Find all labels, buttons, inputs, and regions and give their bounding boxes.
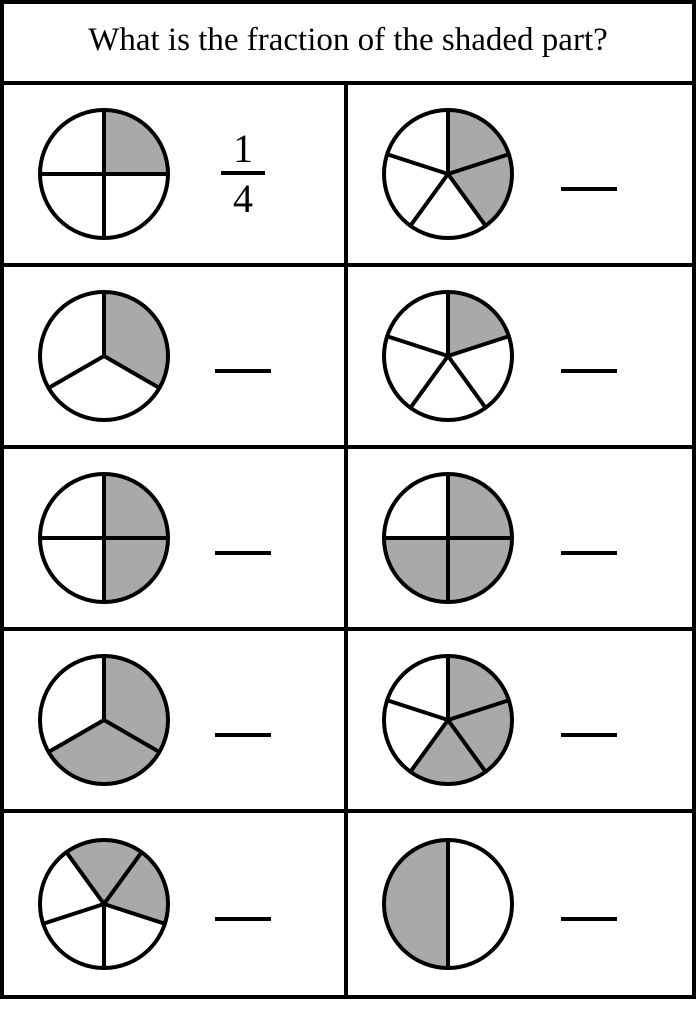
problem-cell (348, 267, 692, 449)
problem-cell (348, 449, 692, 631)
answer-blank[interactable] (561, 369, 617, 373)
answer-blank[interactable] (215, 369, 271, 373)
problem-cell (4, 631, 348, 813)
answer-blank[interactable] (215, 733, 271, 737)
problem-cell (4, 813, 348, 995)
answer-area (516, 339, 662, 373)
answer-area (172, 887, 314, 921)
answer-blank[interactable] (215, 917, 271, 921)
fraction-denominator: 4 (227, 175, 259, 219)
problem-cell (4, 449, 348, 631)
title-row: What is the fraction of the shaded part? (4, 4, 692, 85)
pie-chart (380, 470, 516, 606)
answer-blank[interactable] (215, 551, 271, 555)
answer-area (516, 703, 662, 737)
answer-area (516, 521, 662, 555)
answer-area (172, 521, 314, 555)
fraction-answer: 14 (221, 129, 265, 219)
pie-chart (36, 652, 172, 788)
pie-chart (36, 106, 172, 242)
answer-blank[interactable] (561, 733, 617, 737)
fraction-numerator: 1 (227, 129, 259, 171)
pie-chart (380, 288, 516, 424)
problem-cell (4, 267, 348, 449)
answer-area (516, 887, 662, 921)
answer-area: 14 (172, 129, 314, 219)
problem-grid: 14 (4, 85, 692, 995)
problem-cell (348, 85, 692, 267)
pie-chart (36, 836, 172, 972)
pie-chart (36, 470, 172, 606)
answer-area (172, 339, 314, 373)
answer-area (516, 157, 662, 191)
pie-chart (36, 288, 172, 424)
pie-chart (380, 836, 516, 972)
problem-cell: 14 (4, 85, 348, 267)
pie-chart (380, 652, 516, 788)
answer-blank[interactable] (561, 551, 617, 555)
problem-cell (348, 631, 692, 813)
pie-chart (380, 106, 516, 242)
answer-blank[interactable] (561, 917, 617, 921)
problem-cell (348, 813, 692, 995)
answer-area (172, 703, 314, 737)
page-title: What is the fraction of the shaded part? (88, 22, 608, 58)
answer-blank[interactable] (561, 187, 617, 191)
worksheet: What is the fraction of the shaded part?… (0, 0, 696, 999)
